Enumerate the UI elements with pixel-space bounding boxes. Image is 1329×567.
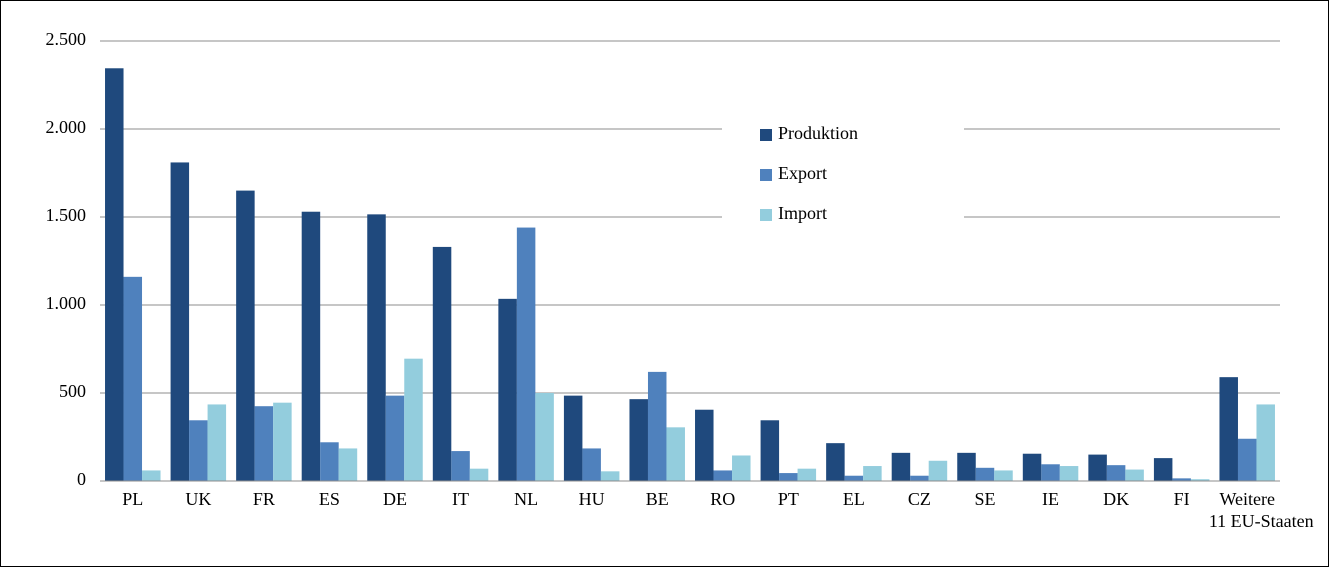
bar xyxy=(760,420,780,481)
bar xyxy=(647,371,667,481)
bar xyxy=(695,409,714,481)
bar xyxy=(338,448,358,481)
bar xyxy=(1237,438,1257,481)
x-tick-label: BE xyxy=(646,489,669,509)
x-tick-label: FI xyxy=(1174,489,1190,509)
bar xyxy=(779,473,798,481)
x-tick-label: PT xyxy=(778,489,799,509)
bar xyxy=(189,420,208,481)
x-tick-label: IE xyxy=(1042,489,1059,509)
legend-swatch xyxy=(760,169,772,181)
y-tick-label: 500 xyxy=(59,381,86,401)
bar xyxy=(236,190,255,481)
bar xyxy=(891,452,911,481)
x-tick-label: CZ xyxy=(908,489,931,509)
bar xyxy=(582,448,601,481)
bar xyxy=(910,475,929,481)
legend-label: Import xyxy=(778,203,827,223)
legend-swatch xyxy=(760,209,772,221)
bar xyxy=(498,298,517,481)
bar xyxy=(301,211,321,481)
bar xyxy=(1190,479,1210,481)
y-tick-label: 1.500 xyxy=(46,205,87,225)
bar xyxy=(254,406,274,481)
bar xyxy=(928,460,948,481)
bar xyxy=(432,246,452,481)
bar xyxy=(957,452,976,481)
x-tick-label: NL xyxy=(514,489,538,509)
bar xyxy=(863,466,882,481)
bar xyxy=(207,404,227,481)
y-tick-label: 2.500 xyxy=(46,29,87,49)
y-tick-label: 0 xyxy=(77,469,86,489)
bar xyxy=(170,162,190,481)
x-tick-label: IT xyxy=(452,489,469,509)
bar xyxy=(385,395,405,481)
bar xyxy=(367,214,386,482)
bar xyxy=(994,470,1013,481)
bar xyxy=(826,443,845,481)
bar xyxy=(1153,458,1173,481)
bar xyxy=(105,68,124,481)
bar xyxy=(469,468,489,481)
x-tick-label: PL xyxy=(122,489,143,509)
x-tick-label: SE xyxy=(974,489,995,509)
x-tick-label: HU xyxy=(579,489,605,509)
bar xyxy=(320,442,339,481)
x-tick-label: ES xyxy=(319,489,340,509)
bar xyxy=(1256,404,1275,481)
bar xyxy=(1041,464,1060,481)
bar xyxy=(1088,454,1107,481)
y-tick-label: 2.000 xyxy=(46,117,87,137)
x-tick-label: Weitere 11 EU-Staaten xyxy=(1209,489,1314,531)
bar xyxy=(563,395,583,481)
x-tick-label: DK xyxy=(1103,489,1129,509)
bar xyxy=(713,470,733,481)
bar xyxy=(975,467,995,481)
bar xyxy=(844,475,864,481)
bar xyxy=(535,393,554,481)
bar xyxy=(516,227,536,481)
bar xyxy=(451,451,470,481)
x-tick-label: RO xyxy=(710,489,735,509)
bar xyxy=(123,276,143,481)
bar xyxy=(666,427,685,481)
x-tick-label: UK xyxy=(185,489,211,509)
bar xyxy=(797,468,817,481)
bar xyxy=(1125,469,1144,481)
bar xyxy=(273,402,292,481)
x-tick-label: FR xyxy=(253,489,275,509)
bar xyxy=(404,358,423,481)
bar xyxy=(1219,377,1238,481)
bar xyxy=(1022,453,1042,481)
y-tick-label: 1.000 xyxy=(46,293,87,313)
bar xyxy=(1172,478,1191,481)
x-tick-label: DE xyxy=(383,489,407,509)
bar xyxy=(142,470,161,481)
legend-label: Produktion xyxy=(778,123,858,143)
bar xyxy=(1059,466,1079,481)
x-tick-label: EL xyxy=(843,489,865,509)
bar xyxy=(732,455,751,481)
bar xyxy=(629,399,648,481)
bar xyxy=(1106,465,1126,481)
bar xyxy=(600,471,620,481)
legend-swatch xyxy=(760,129,772,141)
legend-label: Export xyxy=(778,163,827,183)
